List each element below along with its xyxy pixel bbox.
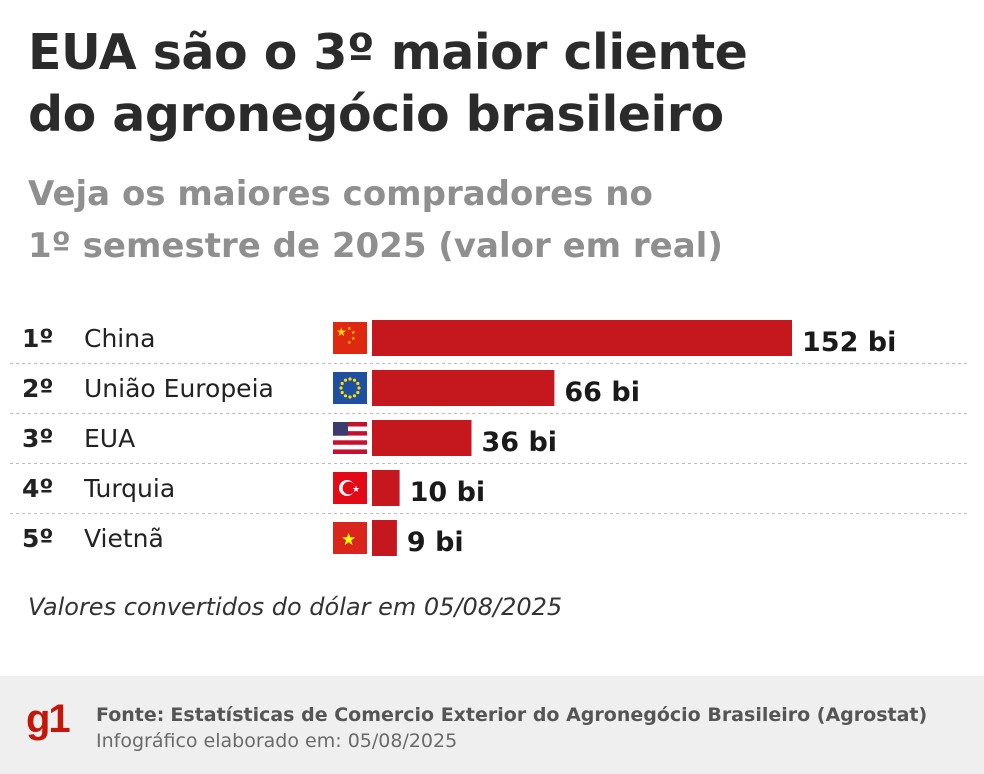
flag-stripe [333,435,367,441]
chart-row: 3º EUA 36 bi [22,420,557,458]
title-line: do agronegócio brasileiro [28,86,724,143]
chart-row: 2º União Europeia 66 bi [22,370,640,408]
flag-star [352,394,357,398]
flag-star [348,377,352,381]
flag-star [343,378,348,382]
rank-label: 1º [22,324,54,353]
source-text: Estatísticas de Comercio Exterior do Agr… [170,704,928,726]
bar [372,520,397,556]
category-label: Turquia [83,474,175,503]
flag-stripe [333,422,367,427]
date-value: 05/08/2025 [347,730,458,752]
china-flag: ★ [347,340,352,346]
flag-field [333,322,367,354]
date-label: Infográfico elaborado em: [96,730,342,752]
flag-stripe [333,449,367,454]
flag-star: ★ [351,336,356,342]
flag-field [333,372,367,404]
flag-star [340,381,344,386]
turkey-flag: ★ [352,485,360,495]
usa-flag [333,422,348,436]
value-label: 10 bi [410,477,486,508]
source-row: Fonte: Estatísticas de Comercio Exterior… [96,702,927,728]
title-line: EUA são o 3º maior cliente [28,24,748,81]
bar [372,370,555,406]
flag-crescent-cut [342,481,356,495]
vietnam-flag: ★ [341,530,356,550]
value-label: 36 bi [482,427,558,458]
flag-stripe [333,431,367,436]
category-label: União Europeia [84,374,274,403]
source-info: Fonte: Estatísticas de Comercio Exterior… [96,702,927,754]
subtitle-line: 1º semestre de 2025 (valor em real) [28,226,723,266]
flag-star: ★ [336,325,347,339]
chart-row: 4º Turquia ★ 10 bi [22,470,485,508]
rank-label: 2º [22,374,54,403]
bar [372,320,792,356]
category-label: EUA [84,424,135,453]
flag-stripe [333,426,367,432]
conversion-note: Valores convertidos do dólar em 05/08/20… [28,593,563,621]
flag-star [348,395,352,399]
date-row: Infográfico elaborado em: 05/08/2025 [96,728,927,754]
flag-star: ★ [351,330,356,336]
flag-field [333,522,367,554]
value-label: 9 bi [407,527,464,558]
rank-label: 4º [22,474,54,503]
flag-stripe [333,440,367,445]
footer: g1 Fonte: Estatísticas de Comercio Exter… [0,676,984,774]
flag-star [356,390,360,395]
source-label: Fonte: [96,704,165,726]
category-label: China [84,324,155,353]
flag-star [343,394,348,398]
rank-label: 3º [22,424,54,453]
chart-row: 1º China ★ ★★★★ 152 bi [22,320,896,358]
bar [372,470,400,506]
rank-label: 5º [22,524,54,553]
flag-star [339,386,343,390]
flag-star: ★ [347,326,352,332]
flag-star [357,386,361,390]
chart-row: 5º Vietnã ★ 9 bi [22,520,464,558]
page-title: EUA são o 3º maior cliente do agronegóci… [28,22,958,146]
category-label: Vietnã [84,524,164,553]
flag-stripe [333,444,367,450]
eu-flag [356,381,360,386]
g1-logo: g1 [26,697,71,741]
value-label: 152 bi [802,327,896,358]
value-label: 66 bi [564,377,640,408]
bar [372,420,472,456]
subtitle: Veja os maiores compradores no 1º semest… [28,168,958,272]
flag-star [352,378,357,382]
flag-star [340,390,344,395]
subtitle-line: Veja os maiores compradores no [28,174,653,214]
